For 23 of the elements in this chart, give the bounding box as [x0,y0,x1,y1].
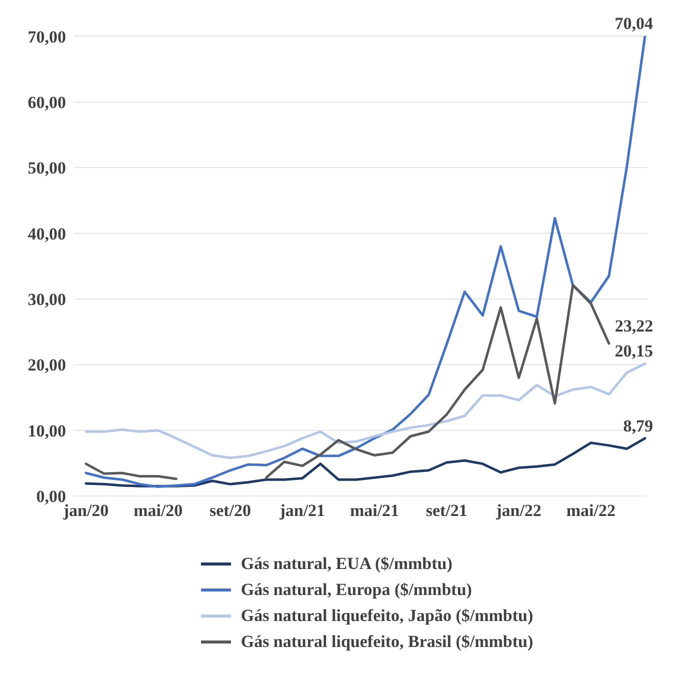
x-tick-label: jan/22 [495,501,542,520]
line-series [84,437,646,488]
y-tick-label: 70,00 [28,27,66,46]
legend-label: Gás natural, Europa ($/mmbtu) [240,580,472,600]
x-tick-label: set/21 [426,501,468,520]
y-tick-label: 20,00 [28,356,66,375]
y-tick-label: 60,00 [28,92,66,112]
x-tick-label: set/20 [209,501,252,520]
x-tick-label: mai/22 [566,501,616,520]
x-tick-label: mai/20 [134,501,183,520]
legend-label: Gás natural, EUA ($/mmbtu) [240,554,452,574]
data-label: 23,22 [614,316,654,336]
data-label: 8,79 [623,416,653,436]
data-label: 20,15 [614,342,653,361]
y-tick-label: 40,00 [28,224,66,244]
legend-label: Gás natural liquefeito, Japão ($/mmbtu) [240,606,534,626]
x-tick-label: jan/21 [278,501,326,520]
y-tick-label: 10,00 [28,421,66,440]
x-tick-label: mai/21 [350,501,400,520]
y-tick-label: 30,00 [28,290,66,310]
y-tick-label: 50,00 [28,158,66,178]
data-label: 70,04 [614,14,654,33]
legend-label: Gás natural liquefeito, Brasil ($/mmbtu) [240,632,534,652]
